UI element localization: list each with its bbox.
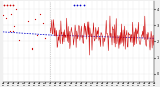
Point bbox=[13, 25, 16, 27]
Point bbox=[82, 5, 85, 6]
Point bbox=[79, 5, 82, 6]
Point bbox=[5, 18, 8, 19]
Point bbox=[8, 30, 11, 32]
Point bbox=[10, 13, 12, 15]
Point bbox=[39, 13, 42, 14]
Point bbox=[12, 31, 14, 32]
Point bbox=[9, 5, 11, 6]
Point bbox=[34, 19, 37, 20]
Point bbox=[6, 5, 8, 6]
Point bbox=[31, 48, 34, 50]
Point bbox=[27, 20, 29, 21]
Point bbox=[44, 37, 46, 38]
Point bbox=[3, 5, 5, 6]
Point bbox=[73, 5, 75, 6]
Point bbox=[76, 5, 79, 6]
Point bbox=[17, 39, 20, 41]
Point bbox=[15, 8, 17, 9]
Point bbox=[36, 34, 38, 36]
Point bbox=[42, 22, 44, 24]
Point bbox=[12, 5, 15, 6]
Point bbox=[31, 47, 33, 48]
Point bbox=[1, 14, 4, 16]
